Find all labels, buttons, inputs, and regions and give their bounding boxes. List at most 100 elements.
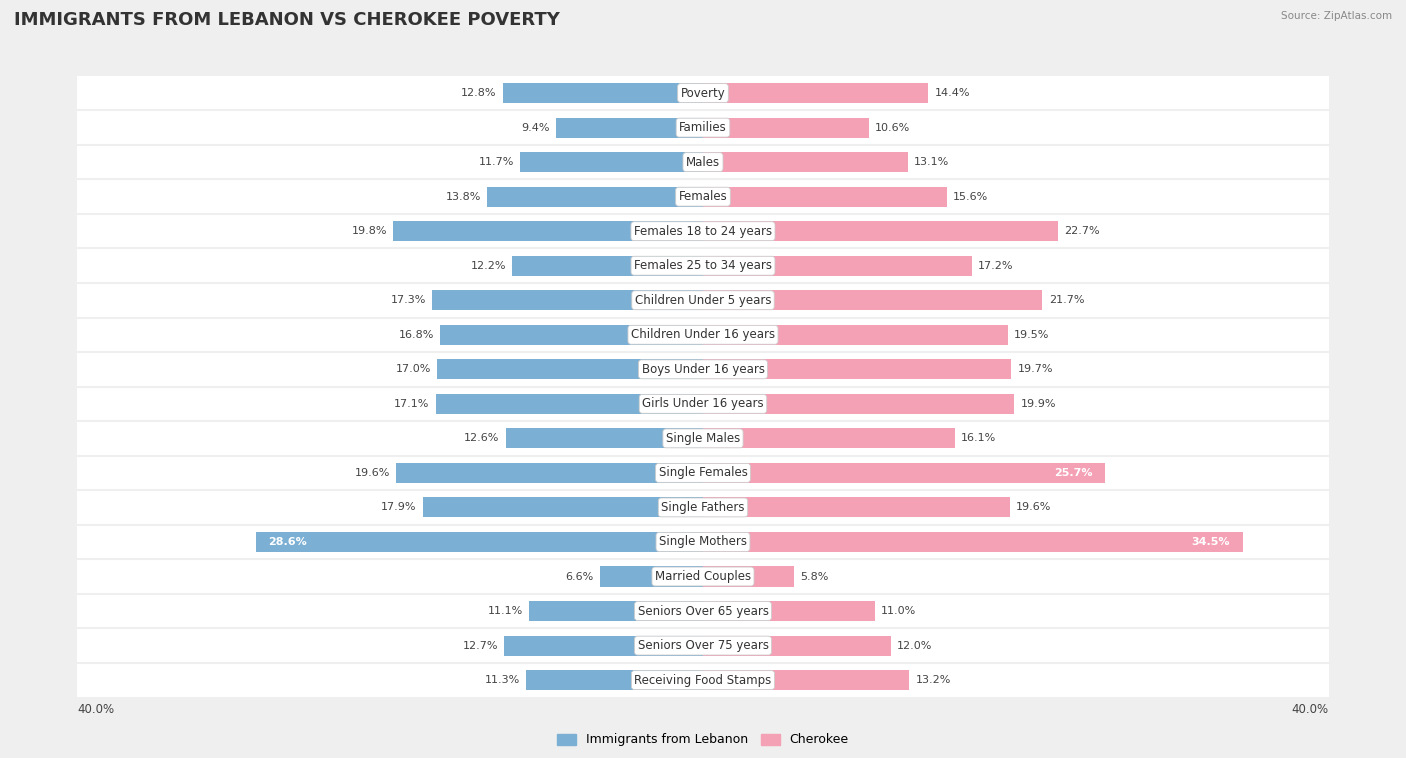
Text: IMMIGRANTS FROM LEBANON VS CHEROKEE POVERTY: IMMIGRANTS FROM LEBANON VS CHEROKEE POVE… [14, 11, 560, 30]
Bar [440, 324, 703, 345]
Bar [77, 145, 1329, 180]
Bar [77, 249, 1329, 283]
Text: 15.6%: 15.6% [953, 192, 988, 202]
Bar [703, 359, 1011, 379]
Bar [703, 152, 908, 172]
Text: 11.7%: 11.7% [478, 157, 513, 167]
Bar [77, 421, 1329, 456]
Bar [77, 352, 1329, 387]
Bar [77, 628, 1329, 662]
Text: 9.4%: 9.4% [522, 123, 550, 133]
Text: 12.0%: 12.0% [897, 641, 932, 650]
Text: 11.3%: 11.3% [485, 675, 520, 685]
Bar [505, 635, 703, 656]
Text: 11.1%: 11.1% [488, 606, 523, 616]
Bar [77, 490, 1329, 525]
Bar [77, 662, 1329, 697]
Bar [506, 428, 703, 449]
Text: 17.0%: 17.0% [395, 365, 430, 374]
Bar [703, 635, 891, 656]
Text: Females: Females [679, 190, 727, 203]
Text: Single Fathers: Single Fathers [661, 501, 745, 514]
Text: Single Males: Single Males [666, 432, 740, 445]
Text: Children Under 16 years: Children Under 16 years [631, 328, 775, 341]
Bar [703, 428, 955, 449]
Bar [436, 394, 703, 414]
Bar [703, 83, 928, 103]
Bar [423, 497, 703, 518]
Text: Males: Males [686, 155, 720, 168]
Bar [77, 111, 1329, 145]
Bar [703, 221, 1059, 241]
Bar [530, 601, 703, 621]
Bar [512, 255, 703, 276]
Text: 34.5%: 34.5% [1192, 537, 1230, 547]
Text: Boys Under 16 years: Boys Under 16 years [641, 363, 765, 376]
Bar [77, 180, 1329, 214]
Bar [703, 324, 1008, 345]
Bar [520, 152, 703, 172]
Bar [703, 463, 1105, 483]
Text: 13.1%: 13.1% [914, 157, 949, 167]
Bar [703, 532, 1243, 552]
Text: 16.8%: 16.8% [398, 330, 434, 340]
Bar [703, 566, 794, 587]
Text: 14.4%: 14.4% [935, 88, 970, 98]
Text: Married Couples: Married Couples [655, 570, 751, 583]
Bar [77, 387, 1329, 421]
Text: 19.8%: 19.8% [352, 226, 387, 236]
Text: Seniors Over 75 years: Seniors Over 75 years [637, 639, 769, 652]
Text: Source: ZipAtlas.com: Source: ZipAtlas.com [1281, 11, 1392, 21]
Text: 11.0%: 11.0% [882, 606, 917, 616]
Bar [396, 463, 703, 483]
Bar [437, 359, 703, 379]
Text: 22.7%: 22.7% [1064, 226, 1099, 236]
Text: 13.2%: 13.2% [915, 675, 950, 685]
Text: 17.1%: 17.1% [394, 399, 429, 409]
Bar [703, 186, 948, 207]
Bar [77, 456, 1329, 490]
Bar [503, 83, 703, 103]
Text: 12.7%: 12.7% [463, 641, 498, 650]
Bar [77, 76, 1329, 111]
Bar [77, 525, 1329, 559]
Bar [77, 283, 1329, 318]
Text: 40.0%: 40.0% [1292, 703, 1329, 716]
Bar [703, 255, 972, 276]
Text: 16.1%: 16.1% [962, 434, 997, 443]
Text: 21.7%: 21.7% [1049, 296, 1084, 305]
Bar [433, 290, 703, 310]
Text: 5.8%: 5.8% [800, 572, 828, 581]
Bar [703, 601, 875, 621]
Bar [256, 532, 703, 552]
Text: Children Under 5 years: Children Under 5 years [634, 294, 772, 307]
Text: Females 18 to 24 years: Females 18 to 24 years [634, 224, 772, 238]
Text: 6.6%: 6.6% [565, 572, 593, 581]
Bar [600, 566, 703, 587]
Bar [703, 670, 910, 690]
Bar [77, 214, 1329, 249]
Text: Seniors Over 65 years: Seniors Over 65 years [637, 605, 769, 618]
Text: 13.8%: 13.8% [446, 192, 481, 202]
Bar [703, 117, 869, 138]
Text: 25.7%: 25.7% [1054, 468, 1092, 478]
Text: 19.9%: 19.9% [1021, 399, 1056, 409]
Text: 12.2%: 12.2% [471, 261, 506, 271]
Text: 12.6%: 12.6% [464, 434, 499, 443]
Bar [486, 186, 703, 207]
Text: 19.7%: 19.7% [1018, 365, 1053, 374]
Text: 10.6%: 10.6% [875, 123, 910, 133]
Bar [703, 290, 1042, 310]
Bar [77, 594, 1329, 628]
Text: 19.6%: 19.6% [354, 468, 391, 478]
Text: Single Females: Single Females [658, 466, 748, 479]
Text: 40.0%: 40.0% [77, 703, 114, 716]
Text: Single Mothers: Single Mothers [659, 535, 747, 549]
Text: 17.9%: 17.9% [381, 503, 416, 512]
Bar [703, 497, 1010, 518]
Text: 19.6%: 19.6% [1015, 503, 1052, 512]
Bar [77, 318, 1329, 352]
Bar [703, 394, 1014, 414]
Text: 12.8%: 12.8% [461, 88, 496, 98]
Text: Girls Under 16 years: Girls Under 16 years [643, 397, 763, 410]
